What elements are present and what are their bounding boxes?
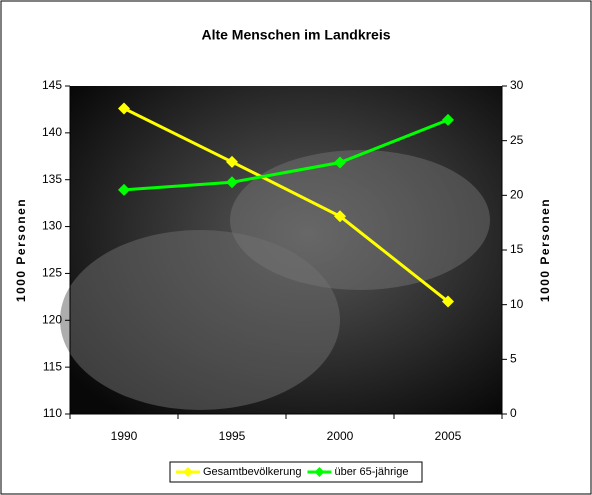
y-axis-title: 1000 Personen xyxy=(14,198,28,302)
marker xyxy=(334,210,346,223)
y2-tick-label: 5 xyxy=(510,352,517,366)
marker xyxy=(118,102,130,115)
y-tick-label: 140 xyxy=(42,125,62,139)
y-tick-label: 135 xyxy=(42,172,62,186)
y-tick-label: 145 xyxy=(42,78,62,92)
legend-marker xyxy=(314,467,325,477)
y2-tick-label: 15 xyxy=(510,242,524,256)
legend-label: Gesamtbevölkerung xyxy=(203,466,301,478)
y2-tick-label: 0 xyxy=(510,406,517,420)
x-tick-label: 2005 xyxy=(435,429,462,443)
y-tick-label: 130 xyxy=(42,219,62,233)
marker xyxy=(226,155,238,168)
photo-hand xyxy=(60,230,340,410)
marker xyxy=(442,295,454,308)
series-line xyxy=(123,107,449,303)
legend xyxy=(169,461,423,483)
y2-tick-label: 30 xyxy=(510,78,524,92)
legend-label: über 65-jährige xyxy=(334,466,408,478)
marker xyxy=(226,176,238,189)
legend-marker xyxy=(183,467,193,477)
y2-tick-label: 20 xyxy=(510,188,524,202)
y-tick-label: 115 xyxy=(43,359,62,373)
marker xyxy=(118,183,130,196)
x-tick-label: 1990 xyxy=(111,429,138,443)
y-tick-label: 110 xyxy=(43,406,62,420)
x-tick-label: 2000 xyxy=(327,429,354,443)
y-tick-label: 120 xyxy=(42,312,62,326)
series-line xyxy=(123,118,449,192)
photo-hand xyxy=(230,150,490,290)
y2-tick-label: 10 xyxy=(510,297,524,311)
chart-title: Alte Menschen im Landkreis xyxy=(201,27,390,43)
y2-axis-title: 1000 Personen xyxy=(538,198,552,302)
marker xyxy=(442,113,454,126)
y-tick-label: 125 xyxy=(42,266,62,280)
y2-tick-label: 25 xyxy=(510,133,524,147)
marker xyxy=(334,156,346,169)
x-tick-label: 1995 xyxy=(219,429,246,443)
